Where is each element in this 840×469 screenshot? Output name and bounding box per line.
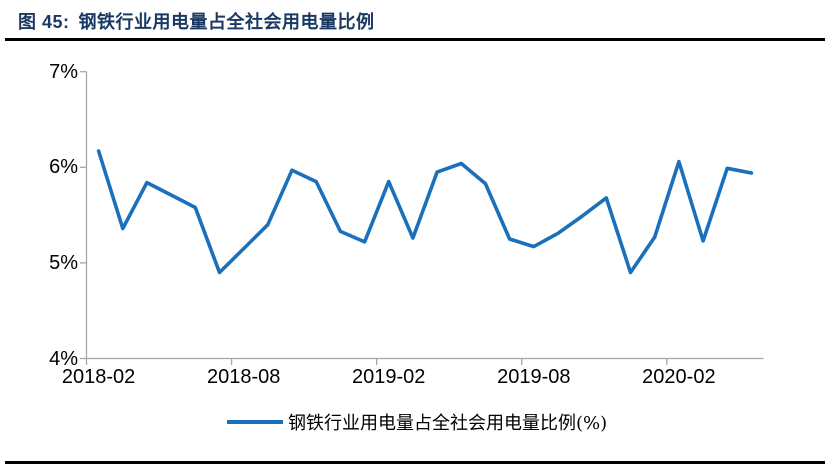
legend-series-label: 钢铁行业用电量占全社会用电量比例(%) <box>288 413 608 434</box>
y-axis-tick-label: 7% <box>49 60 78 83</box>
figure-title-text: 钢铁行业用电量占全社会用电量比例 <box>78 12 375 32</box>
figure-title: 图 45: 钢铁行业用电量占全社会用电量比例 <box>18 8 375 34</box>
x-axis-tick-label: 2018-02 <box>61 366 136 388</box>
y-axis-tick-label: 5% <box>49 251 78 274</box>
title-underline-rule <box>5 38 825 41</box>
y-axis-tick-label: 6% <box>49 156 78 179</box>
x-axis-tick-label: 2019-08 <box>497 366 571 388</box>
x-axis-tick-label: 2018-08 <box>206 366 281 388</box>
chart-legend: 钢铁行业用电量占全社会用电量比例(%) <box>227 409 607 435</box>
bottom-rule <box>5 461 825 464</box>
y-axis-tick-label: 4% <box>49 347 78 370</box>
x-axis-tick-label: 2020-02 <box>642 366 716 388</box>
legend-line-swatch <box>227 420 283 424</box>
x-axis-tick-label: 2019-02 <box>352 366 426 388</box>
figure-number-label: 图 45: <box>18 12 70 32</box>
